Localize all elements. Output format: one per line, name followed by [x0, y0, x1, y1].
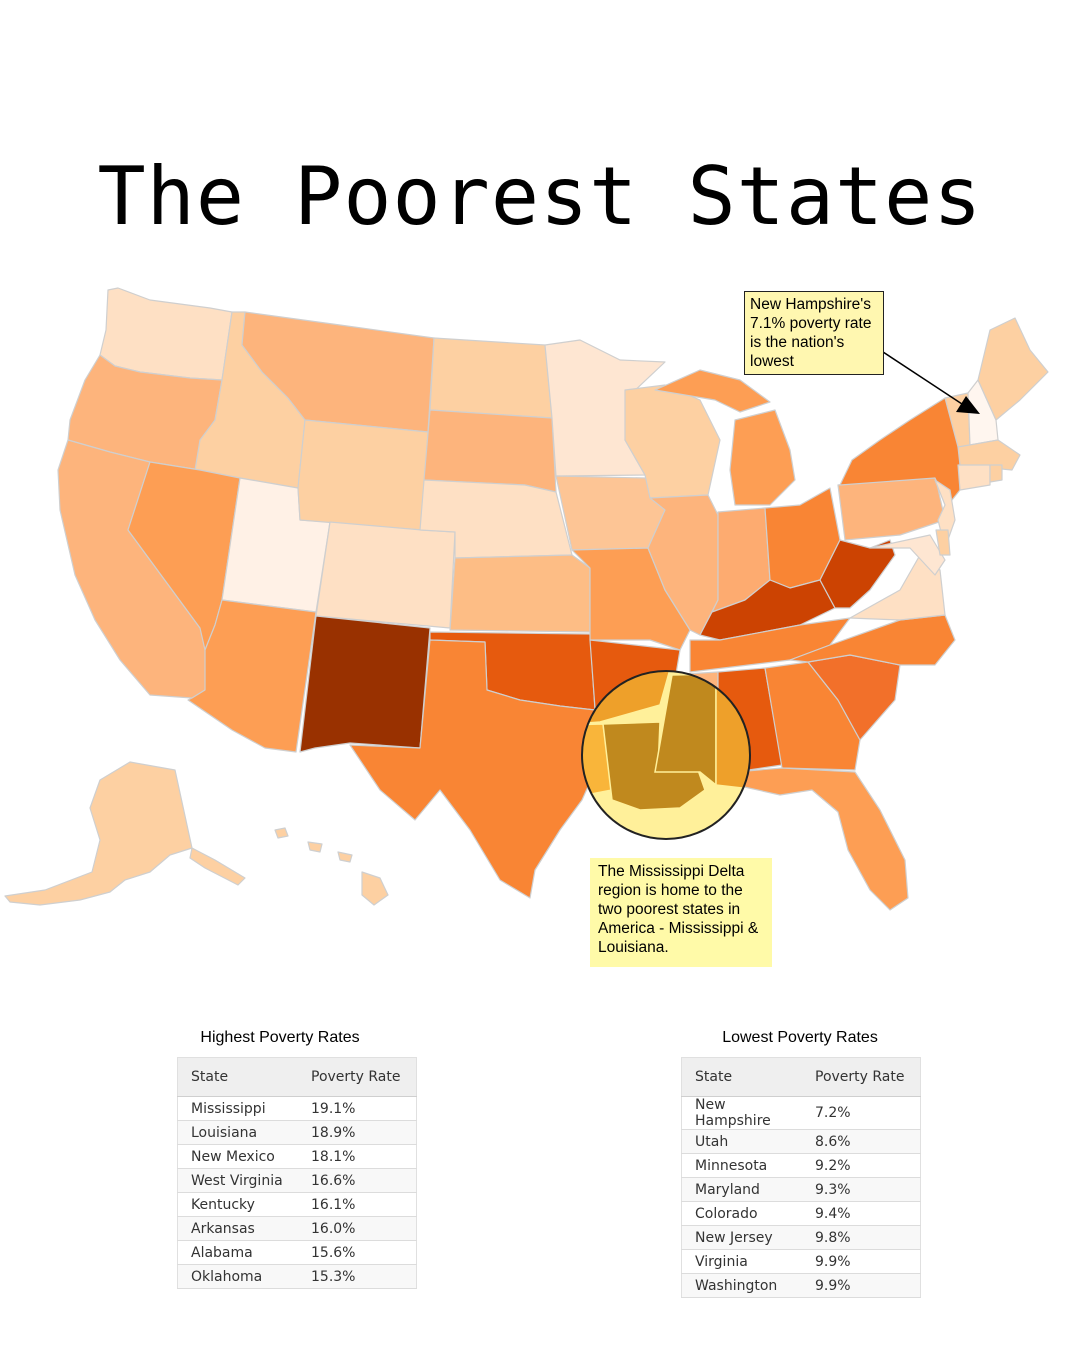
- table-row: Virginia 9.9%: [681, 1249, 921, 1274]
- cell-state: Washington: [681, 1273, 802, 1298]
- cell-state: New Mexico: [177, 1144, 298, 1169]
- lowest-poverty-table: State Poverty Rate New Hampshire 7.2% Uta…: [681, 1057, 921, 1298]
- state-texas[interactable]: [349, 639, 601, 899]
- table-row: New Jersey 9.8%: [681, 1225, 921, 1250]
- state-new-hampshire[interactable]: [967, 379, 999, 446]
- state-tennessee[interactable]: [689, 617, 851, 673]
- cell-state: Maryland: [681, 1177, 802, 1202]
- table-row: Louisiana 18.9%: [177, 1120, 417, 1145]
- cell-state: West Virginia: [177, 1168, 298, 1193]
- cell-rate: 7.2%: [802, 1096, 921, 1130]
- cell-state: Arkansas: [177, 1216, 298, 1241]
- cell-state: Louisiana: [177, 1120, 298, 1145]
- state-wyoming[interactable]: [297, 419, 429, 531]
- state-colorado[interactable]: [315, 521, 456, 629]
- column-header-poverty-rate: Poverty Rate: [298, 1057, 417, 1097]
- state-west-virginia[interactable]: [819, 539, 896, 609]
- cell-state: Utah: [681, 1129, 802, 1154]
- cell-rate: 16.6%: [298, 1168, 417, 1193]
- cell-state: Colorado: [681, 1201, 802, 1226]
- cell-state: Virginia: [681, 1249, 802, 1274]
- cell-rate: 16.1%: [298, 1192, 417, 1217]
- state-north-carolina[interactable]: [789, 614, 956, 666]
- cell-state: Kentucky: [177, 1192, 298, 1217]
- cell-state: Minnesota: [681, 1153, 802, 1178]
- column-header-poverty-rate: Poverty Rate: [802, 1057, 921, 1097]
- state-alaska[interactable]: [4, 761, 246, 906]
- column-header-state: State: [177, 1057, 298, 1097]
- nh-arrowhead: [956, 396, 980, 414]
- page-title: The Poorest States: [97, 150, 983, 243]
- cell-rate: 15.6%: [298, 1240, 417, 1265]
- table-row: Oklahoma 15.3%: [177, 1264, 417, 1289]
- state-arizona[interactable]: [187, 599, 317, 753]
- cell-rate: 18.1%: [298, 1144, 417, 1169]
- cell-rate: 9.3%: [802, 1177, 921, 1202]
- nh-arrow: [879, 349, 963, 405]
- state-delaware[interactable]: [935, 529, 951, 556]
- highest-table-title: Highest Poverty Rates: [200, 1029, 360, 1046]
- state-florida[interactable]: [734, 767, 909, 911]
- table-row: Washington 9.9%: [681, 1273, 921, 1298]
- state-pennsylvania[interactable]: [837, 474, 946, 541]
- table-row: Mississippi 19.1%: [177, 1096, 417, 1121]
- us-poverty-map: [4, 287, 1049, 911]
- mississippi-delta-callout: The Mississippi Delta region is home to …: [590, 858, 772, 967]
- table-row: Maryland 9.3%: [681, 1177, 921, 1202]
- new-hampshire-callout: New Hampshire's 7.1% poverty rate is the…: [744, 291, 884, 375]
- state-new-mexico[interactable]: [299, 615, 431, 753]
- cell-rate: 9.4%: [802, 1201, 921, 1226]
- table-row: Kentucky 16.1%: [177, 1192, 417, 1217]
- state-south-dakota[interactable]: [423, 409, 557, 493]
- state-virginia[interactable]: [849, 554, 946, 621]
- table-row: Colorado 9.4%: [681, 1201, 921, 1226]
- column-header-state: State: [681, 1057, 802, 1097]
- state-north-dakota[interactable]: [429, 337, 553, 419]
- state-kansas[interactable]: [449, 554, 591, 633]
- cell-rate: 9.9%: [802, 1249, 921, 1274]
- table-row: New Hampshire 7.2%: [681, 1096, 921, 1130]
- cell-rate: 9.8%: [802, 1225, 921, 1250]
- state-illinois[interactable]: [647, 494, 719, 636]
- table-row: West Virginia 16.6%: [177, 1168, 417, 1193]
- cell-rate: 9.9%: [802, 1273, 921, 1298]
- cell-rate: 18.9%: [298, 1120, 417, 1145]
- table-row: Alabama 15.6%: [177, 1240, 417, 1265]
- cell-rate: 15.3%: [298, 1264, 417, 1289]
- cell-state: Mississippi: [177, 1096, 298, 1121]
- state-rhode-island[interactable]: [989, 464, 1003, 483]
- cell-rate: 19.1%: [298, 1096, 417, 1121]
- cell-state: Alabama: [177, 1240, 298, 1265]
- cell-rate: 16.0%: [298, 1216, 417, 1241]
- table-row: New Mexico 18.1%: [177, 1144, 417, 1169]
- table-row: Minnesota 9.2%: [681, 1153, 921, 1178]
- state-hawaii[interactable]: [274, 827, 389, 906]
- cell-state: New Jersey: [681, 1225, 802, 1250]
- state-maryland[interactable]: [869, 534, 946, 576]
- cell-rate: 8.6%: [802, 1129, 921, 1154]
- delta-louisiana: [602, 721, 706, 811]
- state-washington[interactable]: [99, 287, 233, 381]
- cell-state: Oklahoma: [177, 1264, 298, 1289]
- cell-state: New Hampshire: [681, 1096, 802, 1130]
- table-row: Arkansas 16.0%: [177, 1216, 417, 1241]
- cell-rate: 9.2%: [802, 1153, 921, 1178]
- state-maine[interactable]: [977, 317, 1049, 421]
- state-massachusetts[interactable]: [957, 439, 1021, 471]
- lowest-table-title: Lowest Poverty Rates: [722, 1029, 878, 1046]
- state-connecticut[interactable]: [957, 464, 991, 491]
- state-michigan[interactable]: [654, 369, 796, 506]
- highest-poverty-table: State Poverty Rate Mississippi 19.1% Loui…: [177, 1057, 417, 1289]
- table-row: Utah 8.6%: [681, 1129, 921, 1154]
